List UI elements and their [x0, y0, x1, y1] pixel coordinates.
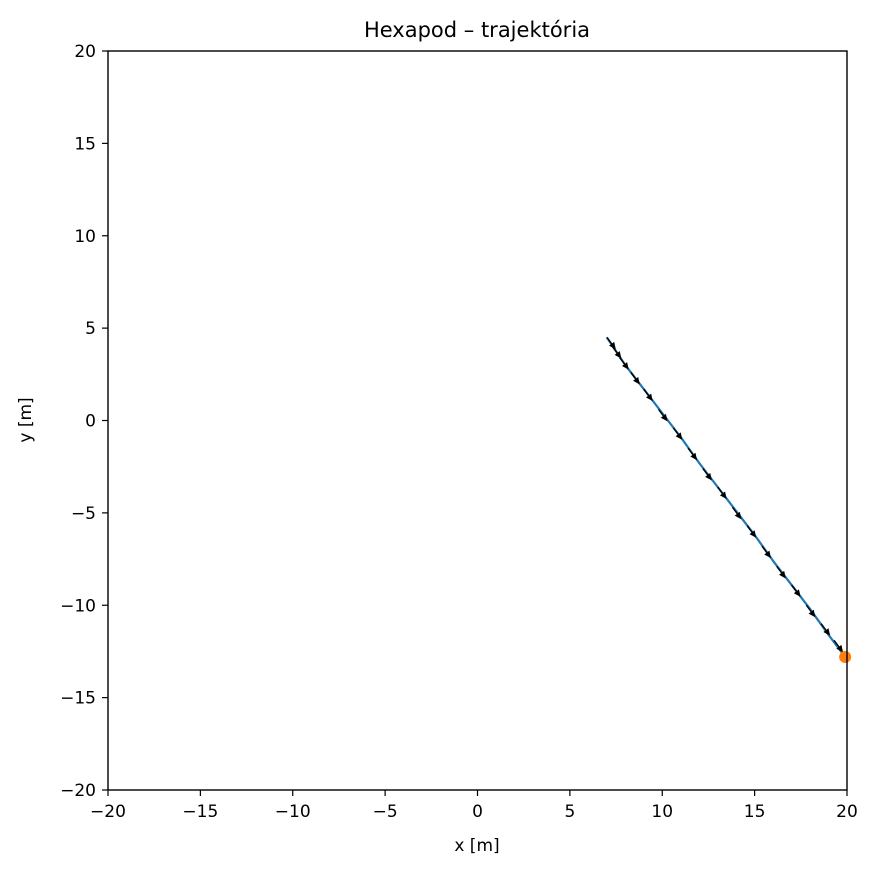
heading-arrow: [776, 566, 786, 579]
heading-arrow: [657, 408, 668, 422]
heading-arrow: [731, 506, 742, 520]
y-tick-label: 20: [74, 42, 96, 62]
heading-arrow: [791, 584, 801, 597]
heading-arrow: [820, 623, 831, 636]
heading-arrow: [630, 372, 640, 385]
heading-arrow: [833, 639, 844, 653]
x-tick-label: −5: [373, 802, 398, 822]
plot-frame: [107, 50, 848, 791]
heading-arrow: [606, 336, 616, 350]
y-axis-ticks: −20 −15 −10 −5 0 5 10 15 20: [60, 42, 108, 801]
heading-arrow: [611, 346, 622, 359]
heading-arrow: [746, 525, 757, 538]
x-tick-label: −10: [275, 802, 311, 822]
y-tick-label: 10: [74, 227, 96, 247]
y-tick-label: −20: [60, 781, 96, 801]
heading-arrow: [717, 486, 727, 500]
heading-arrow: [805, 604, 816, 618]
x-tick-label: 0: [472, 802, 483, 822]
heading-arrow: [702, 468, 712, 481]
y-tick-label: 15: [74, 134, 96, 154]
heading-arrow: [672, 427, 683, 440]
x-tick-label: 10: [651, 802, 673, 822]
heading-arrow: [687, 447, 698, 461]
y-axis-label: y [m]: [16, 397, 36, 442]
y-tick-label: 5: [85, 319, 96, 339]
x-tick-label: 15: [744, 802, 766, 822]
y-tick-label: −10: [60, 596, 96, 616]
y-tick-label: −15: [60, 689, 96, 709]
x-axis-ticks: −20 −15 −10 −5 0 5 10 15 20: [90, 790, 858, 822]
end-point-layer: [839, 650, 852, 663]
x-tick-label: −20: [90, 802, 126, 822]
y-tick-label: −5: [71, 504, 96, 524]
plot-area: [108, 51, 847, 790]
chart-title: Hexapod – trajektória: [364, 18, 590, 42]
heading-arrows: [606, 336, 844, 653]
x-tick-label: 20: [836, 802, 858, 822]
x-axis-label: x [m]: [454, 836, 499, 856]
x-tick-label: −15: [182, 802, 218, 822]
heading-arrow: [643, 388, 653, 402]
y-tick-label: 0: [85, 412, 96, 432]
heading-arrow: [619, 357, 629, 370]
heading-arrow: [761, 545, 772, 559]
x-tick-label: 5: [564, 802, 575, 822]
end-point-marker: [839, 650, 852, 663]
